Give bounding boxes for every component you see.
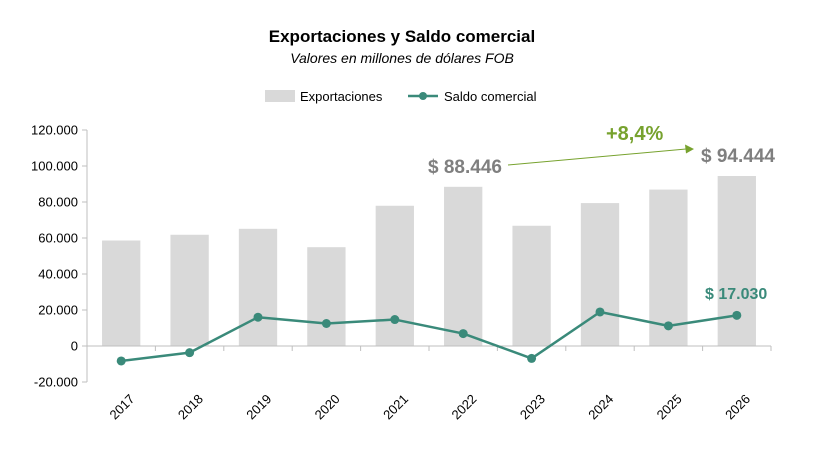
x-tick-label-2024: 2024 [585,391,616,422]
x-tick-label-2026: 2026 [722,391,753,422]
point-saldo-2026 [732,310,742,320]
point-saldo-2019 [253,312,263,322]
bar-exportaciones-2017 [102,240,141,346]
x-tick-label-2019: 2019 [243,391,274,422]
bar-exportaciones-2022 [444,186,483,346]
bar-exportaciones-2021 [375,205,414,346]
y-tick-label: 60.000 [38,231,78,246]
y-tick-label: 120.000 [31,123,78,138]
point-saldo-2025 [663,321,673,331]
x-tick-label-2022: 2022 [448,391,479,422]
growth-arrowhead [685,144,694,154]
line-saldo-comercial [121,310,737,363]
y-tick-label: -20.000 [34,375,78,390]
x-tick-label-2021: 2021 [380,391,411,422]
annotation-saldo-2026: $ 17.030 [705,286,767,303]
point-saldo-2018 [185,348,195,358]
annotation-export-2026: $ 94.444 [701,146,775,167]
y-tick-label: 40.000 [38,267,78,282]
legend: Exportaciones Saldo comercial [265,89,537,104]
x-tick-label-2023: 2023 [517,391,548,422]
bar-exportaciones-2026 [717,176,756,346]
y-tick-label: 20.000 [38,303,78,318]
legend-marker-saldo [419,92,427,100]
point-saldo-2021 [390,315,400,325]
plot-area: -20.000 0 20.000 40.000 60.000 80.000 100.000 1… [31,123,772,422]
x-tick-label-2020: 2020 [312,391,343,422]
y-tick-label: 100.000 [31,159,78,174]
growth-arrow [507,148,687,166]
annotation-growth: +8,4% [606,123,663,145]
x-tick-label-2018: 2018 [175,391,206,422]
point-saldo-2022 [458,329,468,339]
annotations: $ 88.446 $ 94.444 +8,4% $ 17.030 [428,123,775,303]
y-tick-label: 80.000 [38,195,78,210]
bar-exportaciones-2025 [649,189,688,346]
x-tick-label-2017: 2017 [106,391,137,422]
chart-title: Exportaciones y Saldo comercial [269,27,535,46]
bar-exportaciones-2020 [307,247,346,346]
annotation-export-2022: $ 88.446 [428,157,502,178]
chart-subtitle: Valores en millones de dólares FOB [290,50,514,66]
point-saldo-2017 [116,356,126,366]
y-tick-label: 0 [71,339,78,354]
legend-label-exportaciones: Exportaciones [300,89,383,104]
x-tick-label-2025: 2025 [654,391,685,422]
legend-swatch-exportaciones [265,90,295,102]
bar-exportaciones-2019 [238,228,278,346]
bar-exportaciones-2018 [170,234,209,346]
point-saldo-2020 [321,319,331,328]
point-saldo-2024 [595,307,605,317]
bar-exportaciones-2024 [580,203,620,346]
legend-label-saldo: Saldo comercial [444,89,537,104]
point-saldo-2023 [527,353,537,363]
bar-exportaciones-2023 [512,225,551,346]
